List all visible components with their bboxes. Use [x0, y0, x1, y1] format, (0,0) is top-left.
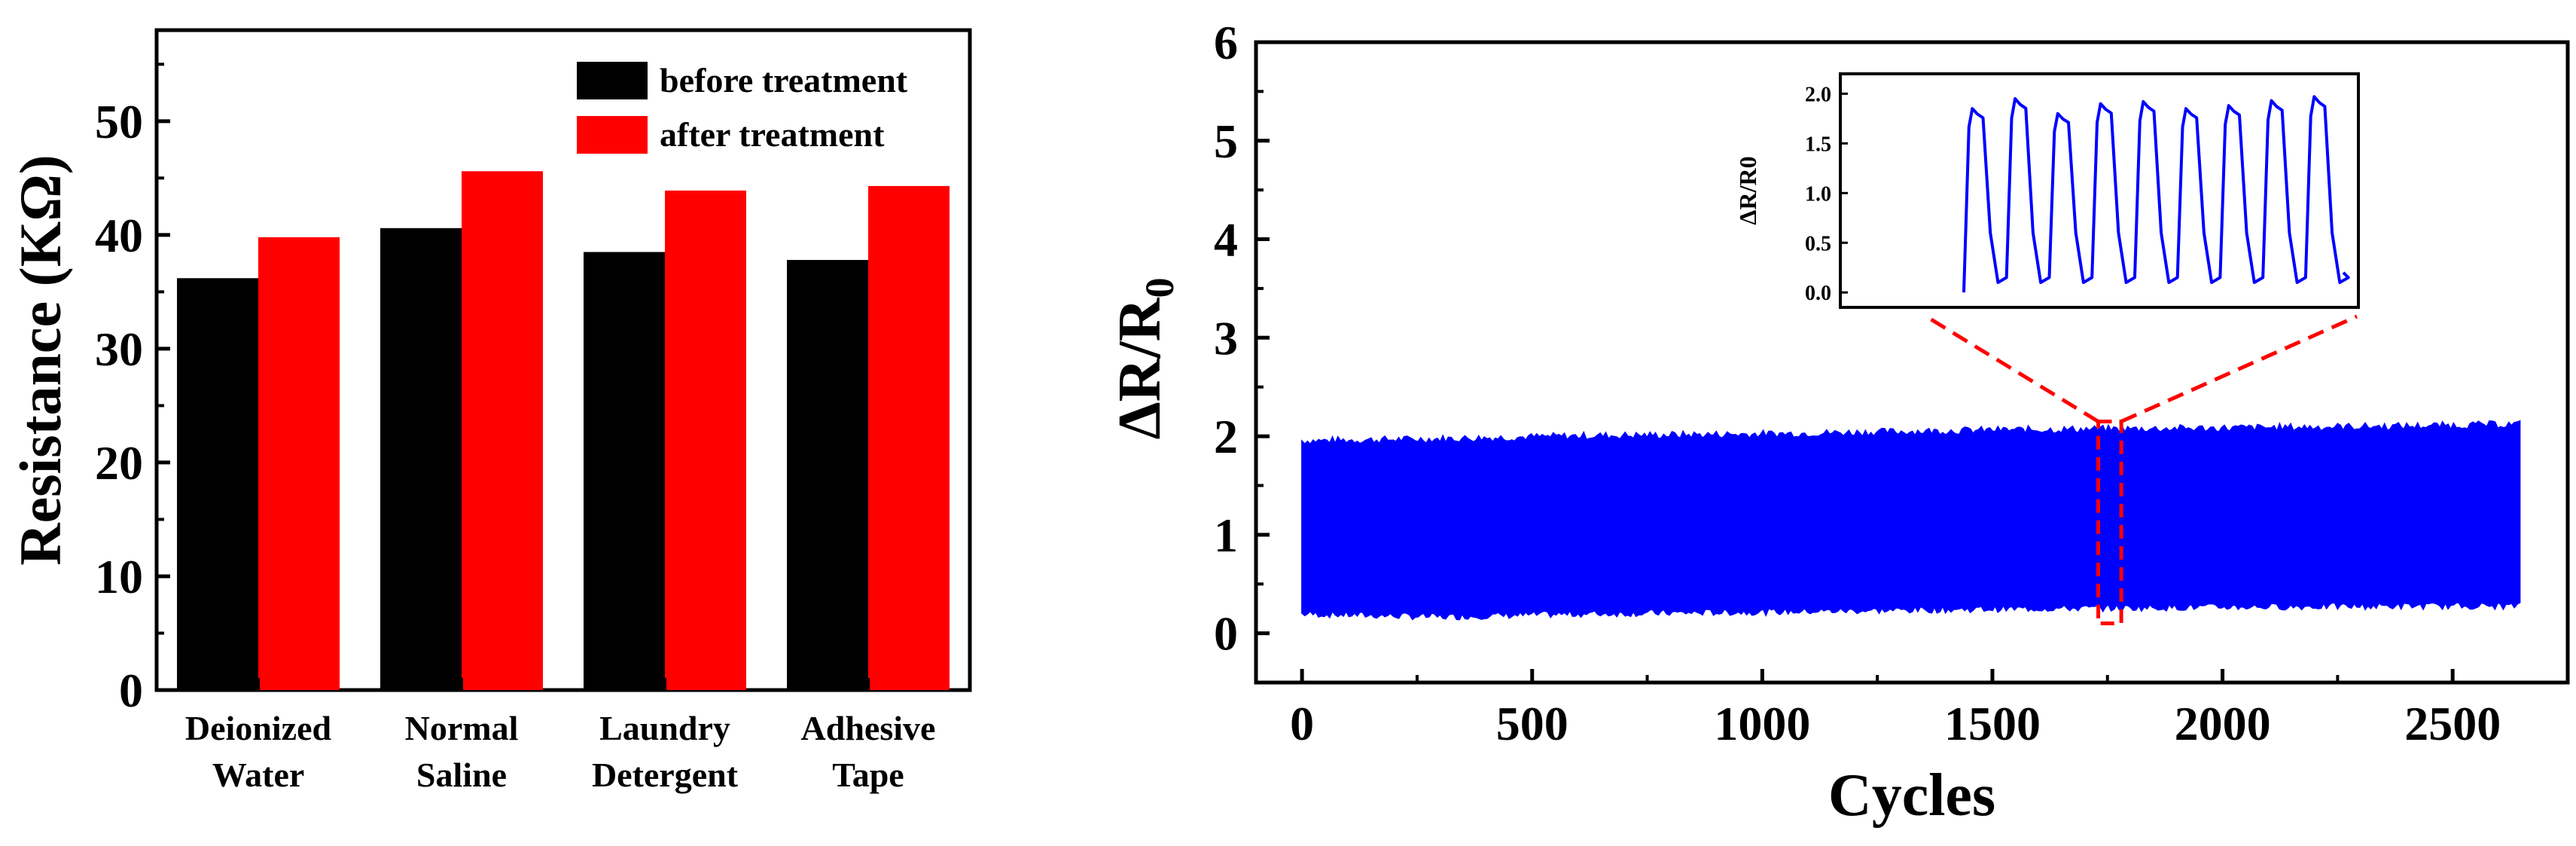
- bar-y-tick-label-1: 10: [95, 550, 143, 603]
- bar-marks: [177, 171, 950, 691]
- legend-label-0: before treatment: [660, 61, 908, 99]
- bar-3-1: [868, 185, 950, 690]
- bar-y-tick-label-4: 40: [95, 209, 143, 262]
- bar-chart: 0 10 20 30 40 50 Deionized Water Normal Saline La…: [8, 28, 972, 794]
- bar-2-1: [665, 190, 746, 690]
- legend-swatch-0: [577, 62, 648, 99]
- bar-x-tick-label-2-1: Detergent: [592, 756, 739, 794]
- cyc-x-tick-label-2: 1000: [1714, 697, 1810, 750]
- bar-2-0: [584, 252, 665, 691]
- bar-0-0: [177, 278, 258, 691]
- bar-legend: before treatment after treatment: [577, 61, 908, 154]
- bar-x-tick-label-3-1: Tape: [832, 756, 904, 794]
- bar-x-tick-label-3-0: Adhesive: [801, 709, 936, 747]
- inset-y-tick-label-2: 1.0: [1805, 182, 1831, 206]
- cycling-plot-frame: [1254, 40, 2570, 685]
- cyc-y-tick-label-5: 5: [1214, 115, 1238, 168]
- inset-y-axis-label: ΔR/R0: [1734, 156, 1761, 224]
- cyc-y-tick-label-6: 6: [1214, 16, 1238, 69]
- bar-3-0: [787, 260, 868, 690]
- bar-0-1: [258, 237, 340, 690]
- inset-y-tick-label-0: 0.0: [1805, 282, 1831, 305]
- cycling-marks: [1301, 314, 2521, 626]
- bar-x-tick-label-0-1: Water: [212, 756, 305, 794]
- bar-1-0: [380, 228, 462, 690]
- inset-signal-line: [1962, 95, 2350, 293]
- bar-y-axis-label: Resistance (KΩ): [8, 154, 73, 566]
- cyc-y-tick-label-1: 1: [1214, 509, 1238, 562]
- bar-x-tick-label-1-1: Saline: [416, 756, 507, 794]
- cycling-y-ticks: 0 1 2 3 4 5 6: [1214, 16, 1270, 661]
- bar-plot-frame: [154, 28, 972, 692]
- inset-y-tick-label-3: 1.5: [1805, 133, 1831, 156]
- zoom-box: [2096, 419, 2123, 626]
- zoom-connector-right: [2120, 314, 2358, 423]
- bar-x-tick-label-2-0: Laundry: [599, 709, 730, 747]
- cycling-y-axis-label: ΔR/R0: [1107, 278, 1182, 440]
- cycling-x-axis-label: Cycles: [1828, 762, 1995, 829]
- cyc-y-tick-label-0: 0: [1214, 607, 1238, 661]
- legend-swatch-1: [577, 116, 648, 154]
- cyc-x-tick-label-3: 1500: [1944, 697, 2041, 750]
- cyc-x-tick-label-4: 2000: [2175, 697, 2271, 750]
- cyc-y-tick-label-4: 4: [1214, 213, 1238, 267]
- inset-frame: [1839, 72, 2360, 309]
- zoom-connector-left: [1925, 314, 2099, 423]
- cyc-x-tick-label-0: 0: [1290, 697, 1314, 750]
- inset-chart: 0.0 0.5 1.0 1.5 2.0 ΔR/R0: [1734, 72, 2360, 309]
- cyc-x-tick-label-1: 500: [1496, 697, 1568, 750]
- cyc-y-tick-label-3: 3: [1214, 311, 1238, 365]
- bar-x-tick-labels: Deionized Water Normal Saline Laundry Deterge…: [185, 678, 936, 794]
- inset-marks: [1962, 95, 2350, 293]
- bar-x-tick-label-0-0: Deionized: [185, 709, 332, 747]
- bar-y-tick-label-0: 0: [119, 664, 143, 717]
- inset-y-tick-label-1: 0.5: [1805, 232, 1831, 255]
- cycling-signal-band: [1301, 420, 2521, 621]
- cyc-y-tick-label-2: 2: [1214, 410, 1238, 463]
- cycling-y-axis-label-main: ΔR/R: [1107, 297, 1173, 439]
- legend-label-1: after treatment: [660, 115, 885, 154]
- bar-y-tick-label-2: 20: [95, 436, 143, 490]
- cycling-y-axis-label-sub: 0: [1137, 278, 1182, 298]
- cycling-x-ticks: 0 500 1000 1500 2000 2500: [1290, 669, 2501, 750]
- bar-y-tick-label-5: 50: [95, 95, 143, 148]
- bar-y-ticks: 0 10 20 30 40 50: [95, 63, 170, 717]
- inset-y-tick-label-4: 2.0: [1805, 83, 1831, 106]
- cyc-x-tick-label-5: 2500: [2404, 697, 2501, 750]
- cycling-chart: 0 1 2 3 4 5 6 0 500 1000 1500 2000 2500 Cycles ΔR/R…: [1107, 16, 2570, 829]
- bar-y-tick-label-3: 30: [95, 322, 143, 376]
- inset-y-ticks: 0.0 0.5 1.0 1.5 2.0: [1805, 83, 1848, 305]
- bar-x-tick-label-1-0: Normal: [405, 709, 519, 747]
- bar-1-1: [462, 171, 543, 690]
